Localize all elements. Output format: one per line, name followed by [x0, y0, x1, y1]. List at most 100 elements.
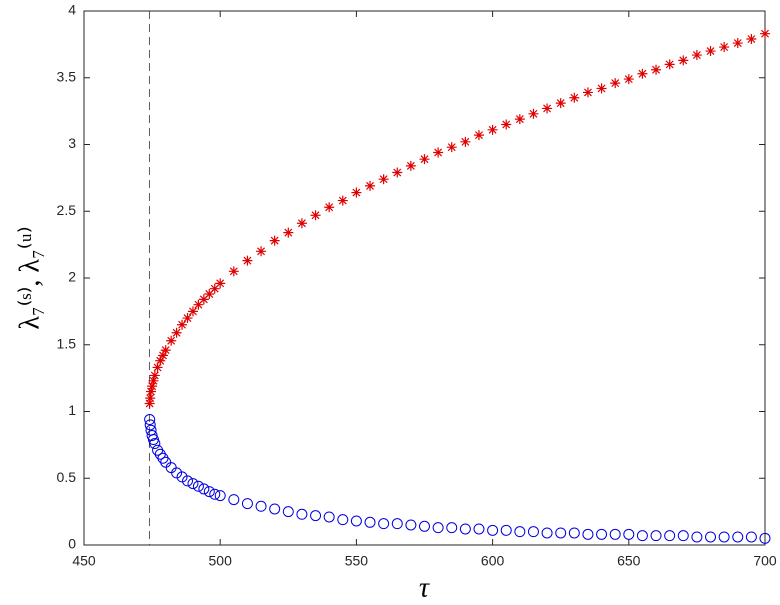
data-point: [555, 527, 567, 539]
data-point: [691, 50, 702, 61]
data-point: [446, 142, 457, 153]
data-point: [637, 68, 648, 79]
data-point: [146, 386, 157, 397]
data-point: [432, 522, 444, 534]
data-point: [209, 283, 220, 294]
data-point: [176, 471, 188, 483]
data-point: [705, 46, 716, 57]
data-point: [582, 87, 593, 98]
data-point: [198, 294, 209, 305]
x-tick-label: 650: [617, 553, 641, 569]
x-tick-label: 550: [345, 553, 369, 569]
data-point: [487, 124, 498, 135]
data-point: [405, 160, 416, 171]
data-point: [623, 74, 634, 85]
data-point: [296, 218, 307, 229]
data-point: [501, 119, 512, 130]
data-point: [650, 530, 662, 542]
data-point: [242, 255, 253, 266]
data-point: [171, 327, 182, 338]
data-point: [160, 345, 171, 356]
data-point: [691, 531, 703, 543]
data-point: [187, 478, 199, 490]
x-tick-label: 500: [209, 553, 233, 569]
data-point: [215, 278, 226, 289]
data-point: [365, 180, 376, 191]
data-point: [324, 202, 335, 213]
data-point: [204, 289, 215, 300]
data-point: [459, 523, 471, 535]
data-point: [149, 370, 160, 381]
data-point: [282, 506, 294, 518]
data-point: [187, 306, 198, 317]
x-tick-label: 450: [72, 553, 96, 569]
data-point: [147, 381, 158, 392]
data-point: [677, 530, 689, 542]
data-point: [760, 28, 770, 39]
data-point: [473, 130, 484, 141]
data-point: [148, 375, 159, 386]
data-point: [460, 136, 471, 147]
data-point: [528, 108, 539, 119]
data-point: [149, 438, 161, 450]
data-point: [745, 531, 757, 543]
data-point: [165, 462, 177, 474]
data-point: [419, 520, 430, 532]
data-point: [596, 528, 608, 540]
data-point: [487, 524, 499, 536]
data-point: [228, 494, 240, 506]
data-point: [157, 350, 168, 361]
data-point: [323, 511, 335, 523]
data-point: [609, 528, 621, 540]
data-point: [568, 527, 580, 539]
data-point: [364, 516, 376, 528]
data-point: [256, 246, 267, 257]
data-point: [623, 528, 635, 540]
data-point: [419, 154, 430, 165]
data-point: [392, 167, 403, 178]
data-point: [203, 486, 215, 498]
data-point: [182, 313, 193, 324]
data-point: [759, 532, 771, 544]
data-point: [296, 508, 308, 520]
y-tick-label: 1.5: [57, 335, 77, 351]
data-point: [732, 531, 744, 543]
data-point: [664, 530, 676, 542]
data-point: [664, 59, 675, 70]
data-point: [378, 518, 390, 530]
data-point: [152, 362, 163, 373]
data-point: [527, 526, 539, 538]
y-tick-label: 0: [68, 536, 76, 552]
data-point: [228, 266, 239, 277]
data-point: [500, 524, 512, 536]
y-tick-label: 3: [68, 135, 76, 151]
data-point: [171, 467, 183, 479]
data-point: [350, 515, 362, 527]
data-point: [155, 355, 166, 366]
data-point: [582, 528, 594, 540]
y-tick-label: 4: [68, 2, 76, 18]
y-tick-label: 2.5: [57, 202, 77, 218]
data-point: [718, 531, 730, 543]
data-point: [337, 195, 348, 206]
y-tick-label: 1: [68, 402, 76, 418]
data-point: [541, 527, 553, 539]
data-point: [596, 83, 607, 94]
data-point: [610, 78, 621, 89]
data-point: [405, 519, 417, 531]
data-point: [241, 498, 253, 510]
data-point: [198, 483, 210, 495]
x-tick-label: 600: [481, 553, 505, 569]
data-point: [144, 398, 155, 409]
y-tick-label: 0.5: [57, 469, 77, 485]
x-axis-label: τ: [419, 572, 430, 603]
data-point: [269, 503, 281, 515]
data-point: [255, 500, 267, 512]
data-point: [719, 42, 730, 53]
data-point: [446, 522, 458, 534]
y-tick-label: 2: [68, 269, 76, 285]
data-point: [705, 531, 717, 543]
data-point: [746, 34, 757, 45]
data-point: [283, 227, 294, 238]
